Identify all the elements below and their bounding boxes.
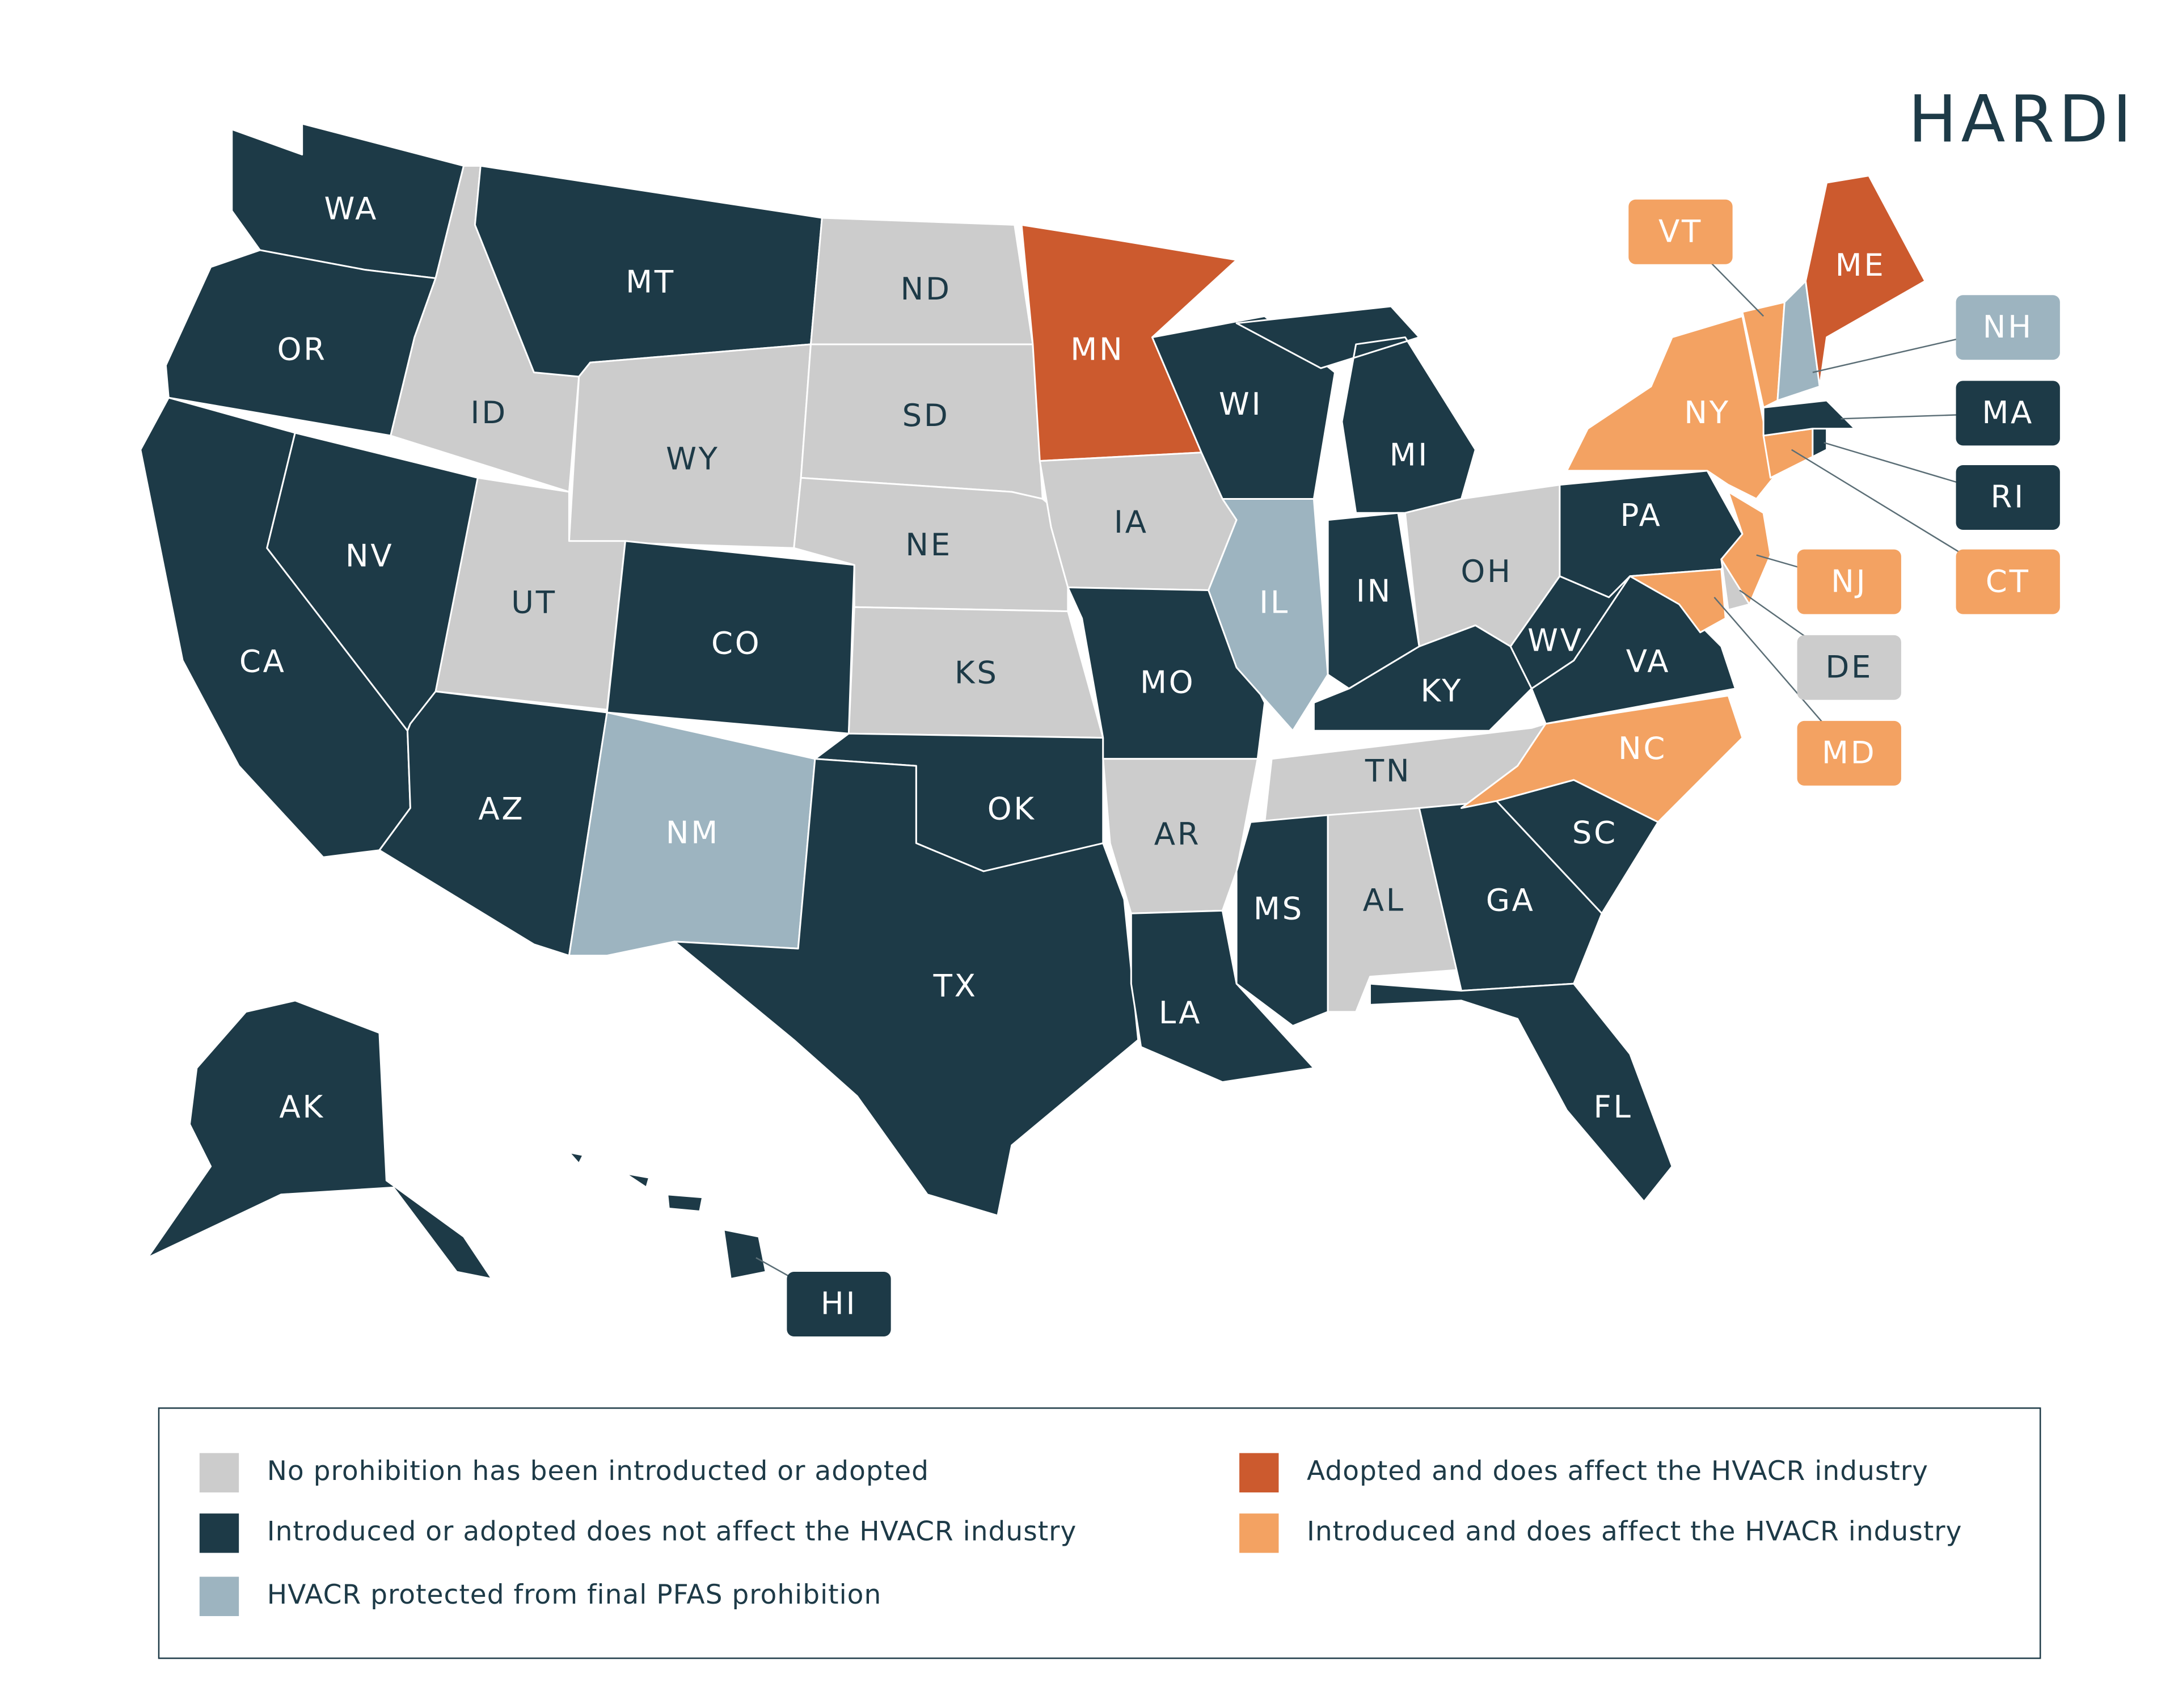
- legend-label: Adopted and does affect the HVACR indust…: [1307, 1456, 1928, 1487]
- legend: No prohibition has been introducted or a…: [199, 1453, 1962, 1616]
- legend-label: HVACR protected from final PFAS prohibit…: [267, 1579, 882, 1610]
- state: [1130, 909, 1315, 1083]
- state-label: MS: [1253, 890, 1304, 926]
- state-label: AZ: [478, 791, 525, 827]
- state-label: VA: [1626, 643, 1671, 679]
- state-label: FL: [1593, 1089, 1632, 1125]
- state-label: TN: [1365, 753, 1412, 789]
- state-label: WA: [324, 191, 379, 227]
- state-label: MI: [1390, 436, 1430, 473]
- legend-label: Introduced or adopted does not affect th…: [267, 1516, 1077, 1547]
- state-label: NH: [1983, 309, 2033, 345]
- state-label: NJ: [1831, 563, 1867, 599]
- state-label: DE: [1825, 648, 1873, 685]
- state-label: MT: [626, 264, 676, 300]
- state: [1461, 694, 1744, 823]
- state-label: UT: [511, 584, 557, 620]
- callout-box: [1956, 465, 2060, 530]
- state-label: AR: [1154, 816, 1201, 852]
- labels: WA OR CA NV ID MT WY UT CO AZ NM ND SD NE KS OK TX MN IA MO…: [239, 191, 2060, 1336]
- state-label: ND: [901, 271, 952, 307]
- state: [673, 758, 1139, 1217]
- callout-box: [1797, 635, 1901, 700]
- state-label: AL: [1363, 882, 1405, 918]
- legend-swatch: [199, 1576, 239, 1616]
- callout-box: [1956, 549, 2060, 614]
- legend-swatch: [1239, 1453, 1279, 1492]
- state: [1565, 315, 1774, 500]
- state-label: NE: [905, 526, 952, 563]
- callout-box: [1628, 199, 1733, 264]
- legend-label: No prohibition has been introducted or a…: [267, 1456, 929, 1487]
- state: [1762, 399, 1856, 437]
- state-label: SC: [1572, 815, 1618, 851]
- state-label: ME: [1835, 247, 1886, 283]
- state-label: CO: [711, 625, 761, 661]
- state-label: OR: [277, 331, 327, 367]
- state-label: NY: [1684, 394, 1730, 431]
- state-label: OH: [1461, 553, 1512, 589]
- state-label: NV: [345, 538, 394, 574]
- state-label: MD: [1822, 734, 1876, 770]
- state-label: IA: [1114, 504, 1149, 540]
- state-label: WY: [666, 441, 720, 477]
- state: [1369, 982, 1673, 1203]
- logo: HARDI: [1908, 81, 2135, 157]
- state-label: WI: [1219, 386, 1263, 422]
- state: [568, 1151, 767, 1280]
- callout-box: [1956, 295, 2060, 360]
- state-label: TX: [933, 968, 978, 1004]
- state-label: OK: [987, 791, 1036, 827]
- state: [146, 1000, 493, 1280]
- state-label: MN: [1070, 331, 1124, 367]
- state: [1208, 497, 1329, 732]
- state-label: LA: [1159, 994, 1202, 1031]
- state-label: KY: [1421, 672, 1463, 708]
- state: [1762, 428, 1814, 479]
- state-label: IL: [1259, 584, 1290, 620]
- callout-box: [1956, 381, 2060, 446]
- state: [1804, 175, 1926, 387]
- state-label: RI: [1991, 479, 2025, 515]
- state-label: PA: [1620, 497, 1662, 533]
- state-label: VT: [1658, 213, 1703, 249]
- legend-swatch: [199, 1513, 239, 1553]
- state-label: CA: [239, 643, 286, 679]
- state-label: MA: [1982, 394, 2034, 431]
- state-label: SD: [902, 397, 950, 433]
- state-label: MO: [1140, 664, 1195, 701]
- callout-box: [1797, 549, 1901, 614]
- state-label: NM: [666, 815, 720, 851]
- state-label: CT: [1986, 563, 2031, 599]
- state: [1720, 491, 1772, 605]
- legend-swatch: [199, 1453, 239, 1492]
- callout-box: [787, 1272, 891, 1336]
- legend-box: [158, 1407, 2041, 1659]
- state-label: GA: [1486, 882, 1535, 918]
- callout-box: [1797, 720, 1901, 786]
- state-label: ID: [470, 394, 507, 431]
- state-label: NC: [1618, 730, 1667, 766]
- states: [140, 123, 1926, 1280]
- legend-label: Introduced and does affect the HVACR ind…: [1307, 1516, 1962, 1547]
- state: [1629, 568, 1727, 634]
- legend-swatch: [1239, 1513, 1279, 1553]
- state-label: HI: [821, 1285, 858, 1322]
- state-label: KS: [955, 654, 999, 690]
- state-label: IN: [1356, 573, 1392, 609]
- state-label: AK: [279, 1089, 324, 1125]
- state-label: WV: [1527, 622, 1584, 658]
